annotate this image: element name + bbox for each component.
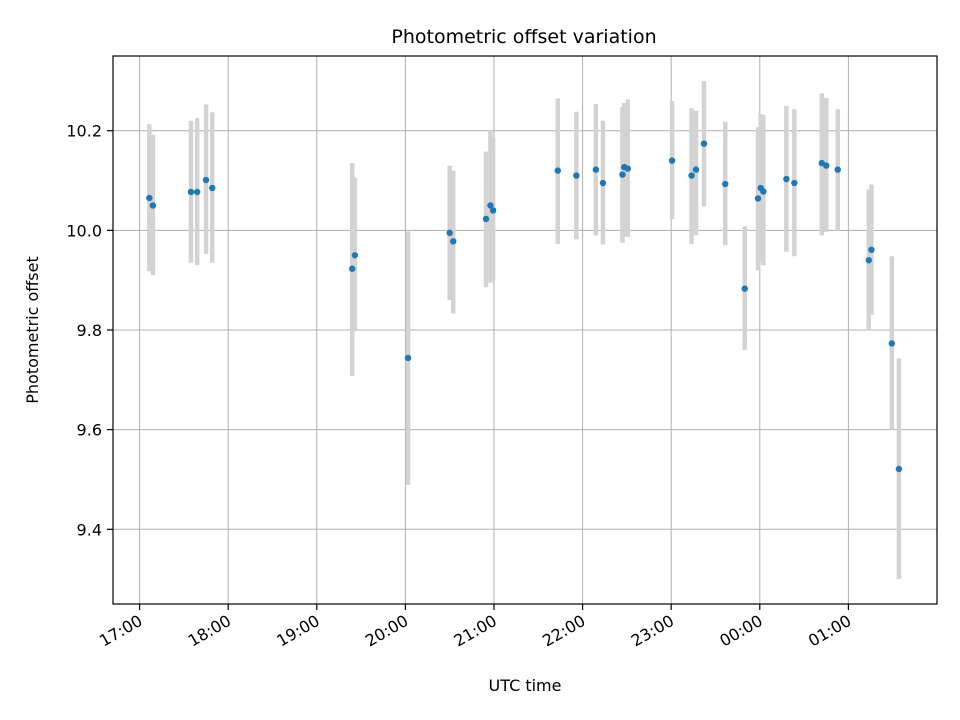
data-point <box>619 171 626 178</box>
y-tick-label: 10.2 <box>66 122 102 141</box>
data-point <box>351 252 359 259</box>
data-point <box>760 188 767 195</box>
data-point <box>888 340 896 347</box>
data-point <box>446 229 453 237</box>
data-point <box>823 162 830 169</box>
y-tick-label: 9.6 <box>77 421 102 440</box>
data-point <box>868 246 875 253</box>
data-point <box>487 202 494 209</box>
y-tick-label: 10.0 <box>66 221 102 240</box>
data-point <box>865 257 872 264</box>
y-tick-label: 9.8 <box>77 321 102 340</box>
data-point <box>668 157 676 164</box>
data-point <box>895 465 903 473</box>
data-point <box>202 176 210 184</box>
data-points <box>146 140 903 473</box>
data-point <box>146 194 153 202</box>
data-point <box>149 202 157 209</box>
y-axis-label: Photometric offset <box>23 256 42 404</box>
data-point <box>754 195 762 202</box>
data-point <box>450 238 457 245</box>
data-point <box>592 166 600 173</box>
data-point <box>489 207 497 214</box>
data-point <box>692 166 700 173</box>
data-point <box>624 165 631 172</box>
chart-title: Photometric offset variation <box>391 26 656 48</box>
y-axis-ticks: 9.4 9.6 9.8 10.0 10.2 <box>66 122 113 539</box>
data-point <box>187 188 195 196</box>
x-axis-label: UTC time <box>489 676 562 695</box>
data-point <box>783 175 790 183</box>
data-point <box>482 215 490 223</box>
grid-lines <box>113 56 937 604</box>
data-point <box>554 167 561 174</box>
data-point <box>700 140 708 147</box>
data-point <box>599 179 607 187</box>
data-point <box>834 166 841 173</box>
data-point <box>404 354 412 362</box>
data-point <box>573 172 580 179</box>
data-point <box>741 285 748 292</box>
data-point <box>209 184 216 192</box>
data-point <box>688 172 695 179</box>
data-point <box>722 180 729 188</box>
data-point <box>193 188 201 196</box>
y-tick-label: 9.4 <box>77 520 102 539</box>
data-point <box>791 179 798 187</box>
data-point <box>349 265 356 272</box>
